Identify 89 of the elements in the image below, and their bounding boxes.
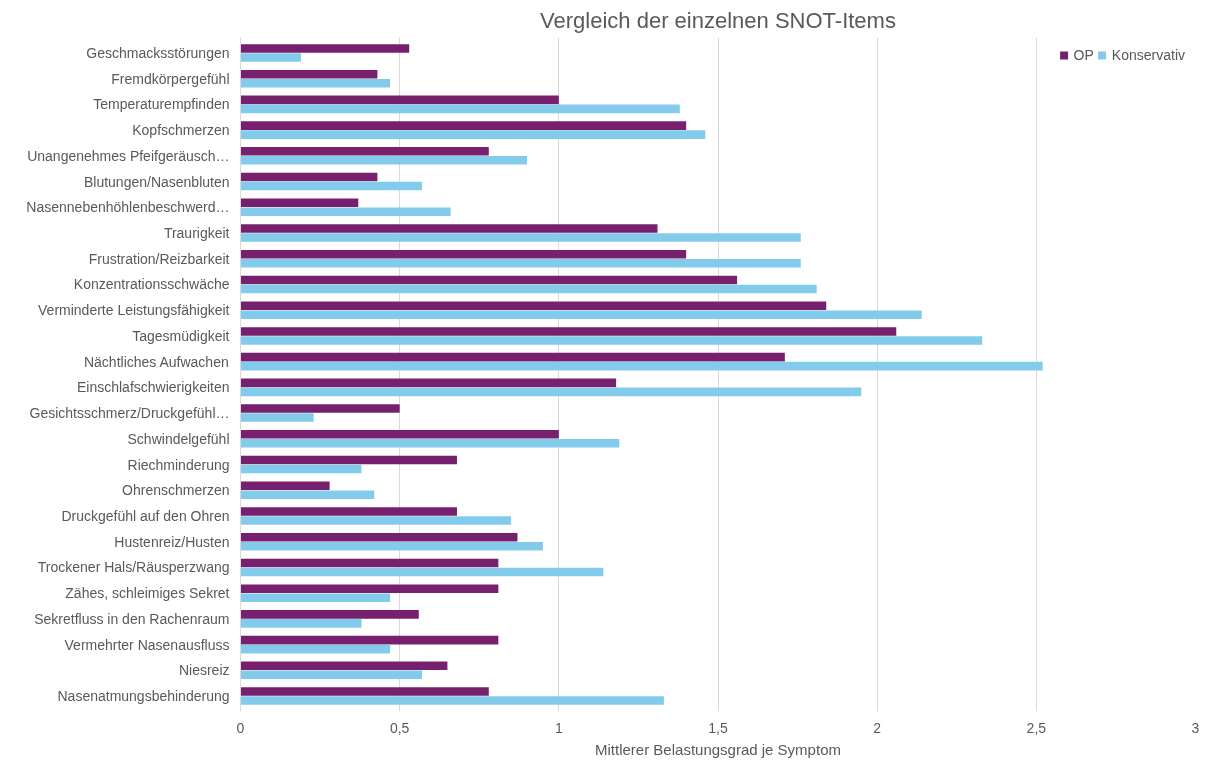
bar xyxy=(240,284,817,294)
x-tick-label: 1 xyxy=(554,719,563,736)
bar xyxy=(240,635,499,645)
bar xyxy=(240,130,706,139)
x-tick-label: 2,5 xyxy=(1026,719,1047,736)
bar xyxy=(240,593,391,602)
y-tick-label: Nasennebenhöhlenbeschwerd… xyxy=(26,199,230,216)
bar xyxy=(240,181,422,191)
bar xyxy=(240,541,543,551)
bar xyxy=(240,207,451,217)
bar xyxy=(240,258,801,268)
y-tick-label: Schwindelgefühl xyxy=(127,430,230,447)
bar xyxy=(240,413,314,422)
bar xyxy=(240,69,378,79)
bar xyxy=(240,104,680,114)
y-tick-label: Blutungen/Nasenbluten xyxy=(83,173,230,190)
bar xyxy=(240,378,617,388)
bar xyxy=(240,310,922,319)
x-axis-title: Mittlerer Belastungsgrad je Symptom xyxy=(595,740,841,758)
y-tick-label: Traurigkeit xyxy=(163,225,230,242)
y-tick-label: Druckgefühl auf den Ohren xyxy=(61,507,230,524)
y-tick-label: Ohrenschmerzen xyxy=(122,482,230,499)
chart-title: Vergleich der einzelnen SNOT-Items xyxy=(540,7,896,33)
y-tick-label: Nächtliches Aufwachen xyxy=(83,353,229,370)
bar xyxy=(240,558,499,568)
bar xyxy=(240,610,419,619)
bar xyxy=(240,172,378,182)
y-tick-label: Verminderte Leistungsfähigkeit xyxy=(38,302,230,319)
bar xyxy=(240,301,827,310)
y-tick-label: Fremdkörpergefühl xyxy=(111,70,230,87)
bar xyxy=(240,439,620,448)
bar xyxy=(240,455,457,465)
x-tick-label: 1,5 xyxy=(708,719,728,736)
y-tick-label: Unangenehmes Pfeifgeräusch… xyxy=(27,147,230,164)
bar xyxy=(240,644,391,654)
bar xyxy=(240,507,457,516)
bar xyxy=(240,516,512,525)
bar xyxy=(240,95,559,105)
bar xyxy=(240,44,410,53)
bar xyxy=(240,53,301,62)
x-tick-label: 0 xyxy=(236,719,245,736)
bar xyxy=(240,687,489,696)
y-tick-label: Einschlafschwierigkeiten xyxy=(76,379,230,396)
bar xyxy=(240,481,330,491)
bar xyxy=(240,249,687,259)
y-tick-label: Riechminderung xyxy=(127,456,230,473)
x-tick-label: 2 xyxy=(873,719,882,736)
bar xyxy=(240,490,375,500)
y-tick-label: Nasenatmungsbehinderung xyxy=(57,688,230,705)
bar xyxy=(240,147,489,156)
y-tick-label: Tagesmüdigkeit xyxy=(132,327,230,344)
bar xyxy=(240,387,862,397)
y-tick-label: Geschmacksstörungen xyxy=(86,44,230,61)
bar xyxy=(240,352,785,362)
bar xyxy=(240,584,499,593)
bar xyxy=(240,224,658,233)
bar xyxy=(240,670,422,680)
legend-label: OP xyxy=(1073,47,1094,63)
bar xyxy=(240,198,359,208)
bar xyxy=(240,661,448,671)
y-tick-label: Temperaturempfinden xyxy=(93,96,230,113)
bar xyxy=(240,567,604,577)
legend-label: Konservativ xyxy=(1111,47,1185,63)
y-tick-label: Konzentrationsschwäche xyxy=(73,276,230,293)
y-tick-label: Gesichtsschmerz/Druckgefühl… xyxy=(29,405,230,422)
bar xyxy=(240,464,362,474)
x-tick-label: 0,5 xyxy=(389,719,410,736)
bar xyxy=(240,121,687,130)
bar xyxy=(240,696,664,705)
bar xyxy=(240,430,559,439)
bar xyxy=(240,275,738,285)
y-tick-label: Sekretfluss in den Rachenraum xyxy=(34,610,230,627)
bar xyxy=(240,619,362,628)
bar xyxy=(240,361,1043,371)
x-tick-label: 3 xyxy=(1191,719,1200,736)
bar xyxy=(240,532,518,542)
y-tick-label: Zähes, schleimiges Sekret xyxy=(65,585,230,602)
bar xyxy=(240,404,400,413)
y-tick-label: Vermehrter Nasenausfluss xyxy=(64,636,230,653)
y-tick-label: Kopfschmerzen xyxy=(132,122,230,139)
bar xyxy=(240,327,897,336)
bar xyxy=(240,233,801,242)
y-tick-label: Frustration/Reizbarkeit xyxy=(88,250,230,267)
y-tick-label: Hustenreiz/Husten xyxy=(114,533,230,550)
y-tick-label: Trockener Hals/Räusperzwang xyxy=(37,559,230,576)
y-tick-label: Niesreiz xyxy=(178,662,230,679)
bar xyxy=(240,156,527,165)
bar xyxy=(240,336,983,345)
bar xyxy=(240,78,391,88)
